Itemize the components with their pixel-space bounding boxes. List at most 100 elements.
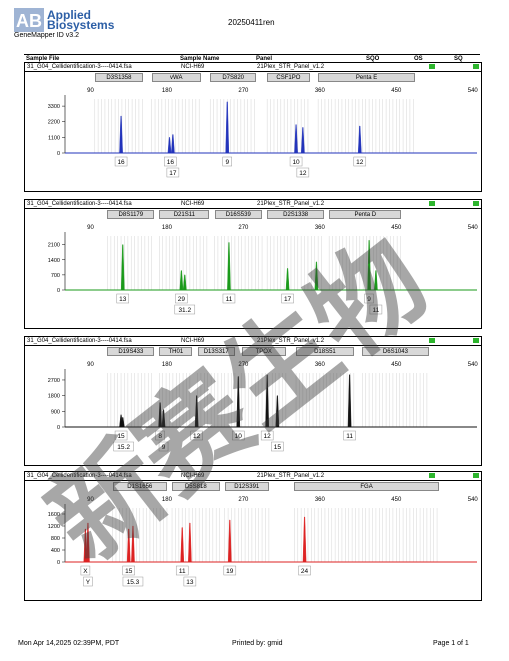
y-tick-label: 2100 — [48, 243, 60, 249]
x-tick-label: 360 — [315, 497, 326, 503]
locus-box: CSF1PO — [267, 73, 310, 82]
y-tick-label: 400 — [51, 548, 60, 554]
y-tick-label: 0 — [57, 151, 60, 157]
allele-label-box — [158, 441, 169, 452]
allele-label: 15 — [125, 568, 133, 575]
peak — [188, 522, 192, 563]
allele-label: 9 — [162, 444, 166, 451]
allele-label-box — [122, 576, 144, 587]
locus-box: D3S1358 — [94, 73, 144, 82]
allele-label: 12 — [264, 433, 272, 440]
y-tick-label: 1100 — [48, 135, 60, 141]
allele-label: 8 — [158, 433, 162, 440]
x-tick-label: 360 — [315, 88, 326, 94]
allele-label-box — [369, 304, 383, 315]
allele-label: 19 — [226, 568, 234, 575]
svg-text:新赛生物: 新赛生物 — [30, 217, 449, 585]
allele-label-box — [174, 304, 196, 315]
allele-label: 13 — [186, 579, 194, 586]
sample-name: NCI-H69 — [181, 473, 205, 479]
sample-name: NCI-H69 — [181, 201, 205, 207]
locus-box: D8S1179 — [107, 210, 155, 219]
allele-label-box — [83, 576, 93, 587]
allele-label-box — [222, 156, 233, 167]
peak — [347, 374, 352, 428]
allele-label-box — [364, 293, 374, 304]
allele-label: 11 — [346, 433, 353, 440]
allele-label: 29 — [178, 296, 186, 303]
allele-label: 12 — [299, 170, 307, 177]
allele-label-box — [296, 167, 310, 178]
x-tick-label: 450 — [391, 497, 402, 503]
sample-name: NCI-H69 — [181, 64, 205, 70]
allele-label: Y — [86, 579, 91, 586]
sq-status-indicator — [473, 338, 479, 343]
allele-label: 11 — [179, 568, 186, 575]
locus-box: D19S433 — [107, 347, 155, 356]
locus-box: Penta D — [329, 210, 402, 219]
allele-label: 11 — [373, 307, 380, 314]
allele-label: X — [83, 568, 88, 575]
y-tick-label: 700 — [51, 273, 60, 279]
peak — [161, 409, 166, 428]
locus-box: D16S539 — [214, 210, 263, 219]
col-sample-file: Sample File — [26, 56, 60, 62]
peak — [131, 525, 135, 563]
allele-label-box — [298, 565, 311, 576]
sample-file: 31_G04_Cellidentification-3----0414.fsa — [27, 64, 132, 70]
allele-label: 9 — [367, 296, 371, 303]
x-tick-label: 450 — [391, 225, 402, 231]
locus-box: D7S820 — [210, 73, 257, 82]
peak — [294, 124, 298, 154]
electropherogram-plot: 90 180 270 360 450 540 0 1100 2200 3300 16 16 17 9 10 1… — [48, 88, 478, 178]
allele-label-box — [114, 156, 128, 167]
allele-label-box — [114, 430, 128, 441]
x-tick-label: 90 — [87, 88, 94, 94]
allele-label-box — [164, 156, 177, 167]
allele-label: 11 — [226, 296, 233, 303]
peak — [301, 127, 305, 154]
loci-bar: D8S1179 D21S11 D16S539 D2S1338 Penta D — [25, 209, 481, 220]
locus-box: D5S818 — [172, 482, 220, 491]
panel-name: 21Plex_STR_Panel_v1.2 — [257, 473, 325, 479]
x-tick-label: 270 — [238, 497, 249, 503]
locus-box: vWA — [151, 73, 201, 82]
peak — [285, 268, 290, 291]
y-tick-label: 2200 — [48, 120, 60, 126]
allele-label: 12 — [356, 159, 364, 166]
electropherogram-plot: 90 180 270 360 450 540 0 700 1400 2100 13 29 31.2 11 1… — [48, 225, 478, 315]
y-tick-label: 1200 — [48, 524, 60, 530]
peak — [314, 261, 319, 291]
allele-label-box — [175, 293, 188, 304]
y-tick-label: 1800 — [48, 394, 60, 400]
allele-label: 15.3 — [127, 579, 140, 586]
x-tick-label: 360 — [315, 225, 326, 231]
allele-label-box — [155, 430, 165, 441]
locus-box: D12S391 — [224, 482, 269, 491]
allele-label-box — [232, 430, 245, 441]
peak — [86, 522, 90, 563]
allele-label-box — [175, 565, 189, 576]
col-panel: Panel — [256, 56, 273, 62]
page-title: 20250411ren — [228, 18, 275, 27]
peak — [275, 395, 280, 428]
locus-box: D1S1656 — [112, 482, 167, 491]
x-tick-label: 360 — [315, 362, 326, 368]
x-tick-label: 90 — [87, 225, 94, 231]
col-sq: SQ — [454, 56, 463, 62]
locus-box: D21S11 — [159, 210, 210, 219]
locus-box: D2S1338 — [267, 210, 325, 219]
peak — [357, 125, 362, 154]
watermark: 新赛生物 — [27, 150, 490, 610]
x-tick-label: 540 — [468, 362, 479, 368]
allele-label: 16 — [117, 159, 125, 166]
locus-box: D13S317 — [197, 347, 235, 356]
x-tick-label: 450 — [391, 88, 402, 94]
col-os: OS — [414, 56, 423, 62]
allele-label-box — [116, 293, 130, 304]
sample-row: 31_G04_Cellidentification-3----0414.fsa … — [25, 200, 481, 209]
sq-status-indicator — [473, 201, 479, 206]
allele-label-box — [190, 430, 203, 441]
page-number: Page 1 of 1 — [433, 640, 469, 647]
